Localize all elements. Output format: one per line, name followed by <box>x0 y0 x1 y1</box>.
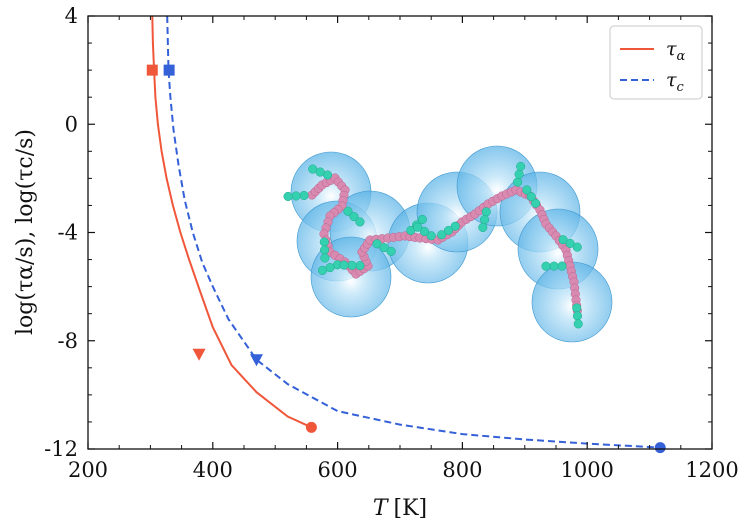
side-chain-bead <box>379 243 389 253</box>
marker-circle <box>305 421 317 433</box>
legend-box <box>609 25 703 100</box>
side-chain-bead <box>349 212 359 222</box>
side-chain-bead <box>413 222 423 232</box>
y-tick-label: -4 <box>58 221 78 245</box>
side-chain-bead <box>478 222 488 232</box>
x-tick-label: 800 <box>442 458 482 482</box>
side-chain-bead <box>355 217 365 227</box>
marker-square <box>146 64 158 76</box>
side-chain-bead <box>355 261 365 271</box>
legend: τα τc <box>609 25 703 100</box>
side-chain-bead <box>513 177 523 187</box>
side-chain-bead <box>557 261 567 271</box>
side-chain-bead <box>514 169 524 179</box>
side-chain-bead <box>573 319 583 329</box>
y-axis-title: log(τα/s), log(τc/s) <box>13 129 38 335</box>
side-chain-bead <box>541 261 551 271</box>
side-chain-bead <box>450 221 460 231</box>
series-line-tau-c <box>166 16 661 449</box>
side-chain-bead <box>283 191 293 201</box>
side-chain-bead <box>320 245 330 255</box>
marker-square <box>163 64 175 76</box>
y-tick-label: -8 <box>58 329 78 353</box>
x-tick-label: 400 <box>193 458 233 482</box>
x-axis-unit: [K] <box>394 496 428 521</box>
x-axis-title: T [K] <box>373 496 427 521</box>
y-tick-label: -12 <box>44 437 78 461</box>
side-chain-bead <box>386 246 396 256</box>
side-chain-bead <box>320 253 330 263</box>
legend-label-tau-c: τc <box>666 69 685 95</box>
side-chain-bead <box>480 215 490 225</box>
side-chain-bead <box>372 239 382 249</box>
side-chain-bead <box>347 260 357 270</box>
side-chain-bead <box>299 190 309 201</box>
side-chain-bead <box>522 185 532 195</box>
marker-triangle-down <box>249 354 263 367</box>
side-chain-bead <box>572 242 582 252</box>
y-tick-label: 0 <box>65 112 78 136</box>
x-tick-label: 200 <box>68 458 108 482</box>
x-axis-symbol: T <box>373 496 390 521</box>
side-chain-bead <box>319 237 329 247</box>
side-chain-bead <box>558 235 568 245</box>
side-chain-bead <box>339 260 349 270</box>
x-tick-label: 600 <box>318 458 358 482</box>
side-chain-bead <box>572 311 583 321</box>
side-chain-bead <box>531 198 541 208</box>
side-chain-bead <box>437 230 447 240</box>
side-chain-bead <box>549 261 559 271</box>
marker-triangle-down <box>192 348 206 361</box>
side-chain-bead <box>417 214 427 224</box>
side-chain-bead <box>308 164 318 174</box>
side-chain-bead <box>516 161 526 172</box>
y-tick-label: 4 <box>65 4 78 28</box>
side-chain-bead <box>572 303 582 313</box>
side-chain-bead <box>291 191 301 201</box>
polymer-illustration <box>283 145 613 343</box>
marker-circle <box>654 442 666 454</box>
series-line-tau-alpha <box>151 16 312 429</box>
side-chain-bead <box>317 265 328 275</box>
side-chain-bead <box>343 206 353 216</box>
legend-label-tau-alpha: τα <box>666 38 686 64</box>
side-chain-bead <box>443 225 453 236</box>
side-chain-bead <box>426 231 436 241</box>
x-tick-label: 1000 <box>560 458 613 482</box>
side-chain-bead <box>481 207 491 217</box>
x-tick-label: 1200 <box>685 458 738 482</box>
side-chain-bead <box>419 226 430 237</box>
side-chain-bead <box>526 192 536 202</box>
side-chain-bead <box>565 238 575 248</box>
